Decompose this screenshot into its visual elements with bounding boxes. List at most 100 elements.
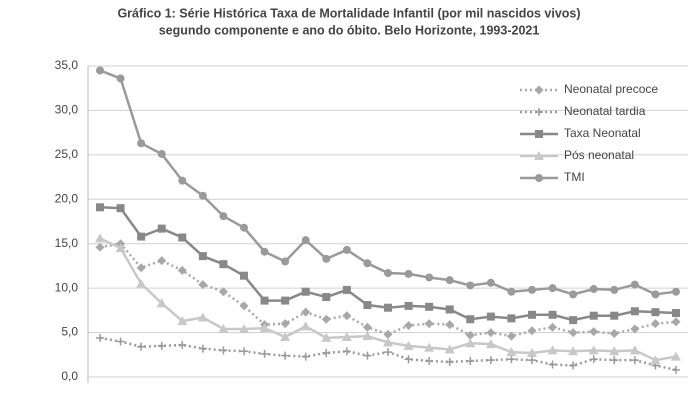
marker bbox=[322, 293, 331, 302]
marker bbox=[219, 212, 228, 221]
marker bbox=[177, 265, 187, 275]
marker bbox=[96, 203, 104, 212]
marker bbox=[281, 257, 290, 266]
marker bbox=[506, 347, 517, 357]
marker bbox=[569, 290, 578, 299]
marker bbox=[424, 342, 435, 352]
marker bbox=[95, 242, 105, 252]
marker bbox=[383, 329, 393, 339]
legend-label: TMI bbox=[564, 170, 585, 184]
marker bbox=[260, 296, 269, 305]
y-tick-label: 25,0 bbox=[55, 147, 79, 161]
marker bbox=[507, 287, 516, 296]
marker bbox=[506, 331, 516, 341]
marker bbox=[322, 254, 331, 263]
marker bbox=[671, 351, 681, 361]
marker bbox=[116, 337, 125, 346]
marker bbox=[362, 331, 373, 341]
marker bbox=[178, 341, 187, 350]
marker bbox=[610, 356, 619, 365]
marker bbox=[535, 130, 543, 138]
marker bbox=[465, 338, 476, 348]
marker bbox=[362, 322, 372, 332]
marker bbox=[177, 316, 188, 326]
marker bbox=[301, 307, 311, 317]
marker bbox=[548, 310, 557, 319]
marker bbox=[342, 347, 351, 356]
marker bbox=[197, 312, 208, 322]
marker bbox=[95, 233, 105, 243]
marker bbox=[322, 349, 331, 358]
marker bbox=[465, 330, 475, 340]
marker bbox=[589, 327, 599, 337]
marker bbox=[136, 263, 146, 273]
marker bbox=[383, 337, 393, 347]
marker bbox=[281, 296, 290, 305]
marker bbox=[651, 290, 660, 299]
marker bbox=[137, 232, 146, 241]
marker bbox=[569, 316, 578, 325]
marker bbox=[444, 344, 455, 354]
marker bbox=[198, 252, 207, 261]
marker bbox=[404, 269, 413, 278]
marker bbox=[629, 345, 640, 355]
legend-label: Pós neonatal bbox=[564, 148, 634, 162]
marker bbox=[630, 356, 639, 365]
marker bbox=[589, 311, 598, 320]
marker bbox=[363, 351, 372, 360]
marker bbox=[466, 357, 475, 366]
y-tick-label: 15,0 bbox=[55, 236, 79, 250]
marker bbox=[342, 245, 351, 254]
marker bbox=[404, 355, 413, 364]
marker bbox=[219, 260, 228, 269]
y-tick-label: 30,0 bbox=[55, 103, 79, 117]
marker bbox=[198, 280, 208, 290]
marker bbox=[630, 324, 640, 334]
series-line bbox=[99, 206, 677, 322]
marker bbox=[589, 285, 598, 294]
marker bbox=[96, 66, 104, 75]
marker bbox=[301, 352, 310, 361]
marker bbox=[156, 298, 167, 308]
marker bbox=[136, 278, 147, 288]
marker bbox=[96, 333, 104, 342]
marker bbox=[219, 346, 228, 355]
marker bbox=[157, 224, 166, 233]
marker bbox=[650, 355, 661, 365]
legend-label: Taxa Neonatal bbox=[564, 126, 641, 140]
marker bbox=[672, 287, 680, 296]
marker bbox=[239, 324, 249, 334]
marker bbox=[672, 365, 680, 374]
marker bbox=[178, 233, 187, 242]
marker bbox=[466, 281, 475, 290]
marker bbox=[424, 319, 434, 329]
marker bbox=[610, 311, 619, 320]
chart-title: Gráfico 1: Série Histórica Taxa de Morta… bbox=[117, 6, 580, 20]
marker bbox=[218, 324, 229, 334]
marker bbox=[485, 339, 496, 349]
y-tick-label: 10,0 bbox=[55, 280, 79, 294]
marker bbox=[260, 349, 269, 358]
marker bbox=[507, 314, 516, 323]
marker bbox=[157, 341, 166, 350]
marker bbox=[547, 345, 558, 355]
marker bbox=[157, 256, 167, 266]
marker bbox=[342, 311, 352, 321]
chart-subtitle: segundo componente e ano do óbito. Belo … bbox=[159, 23, 540, 37]
marker bbox=[404, 320, 414, 330]
marker bbox=[630, 307, 639, 316]
marker bbox=[425, 357, 434, 366]
marker bbox=[672, 309, 680, 318]
marker bbox=[218, 287, 228, 297]
marker bbox=[259, 323, 270, 333]
marker bbox=[198, 344, 207, 353]
marker bbox=[280, 319, 290, 329]
marker bbox=[548, 322, 558, 332]
y-tick-label: 5,0 bbox=[61, 325, 78, 339]
y-tick-label: 20,0 bbox=[55, 191, 79, 205]
marker bbox=[534, 85, 544, 95]
marker bbox=[116, 74, 125, 83]
marker bbox=[300, 321, 311, 331]
